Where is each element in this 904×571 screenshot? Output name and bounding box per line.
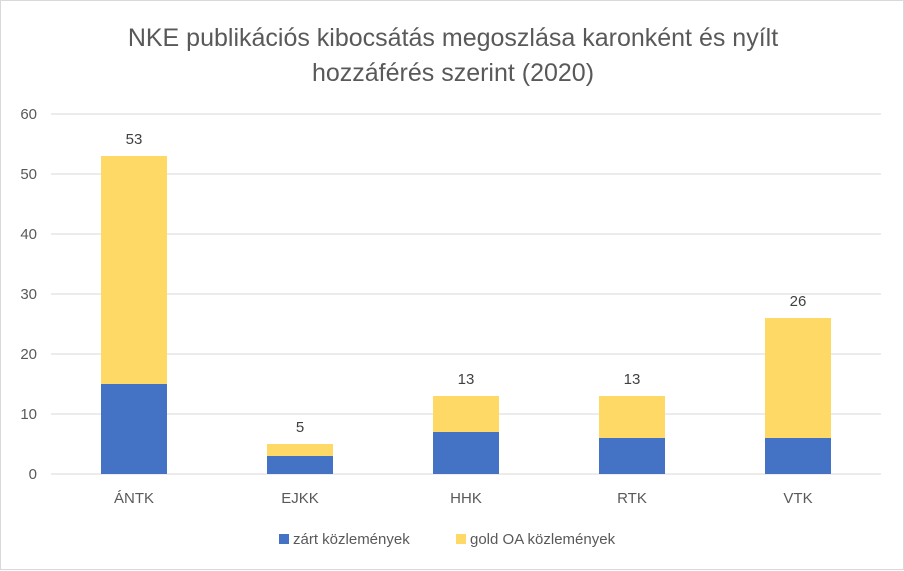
chart-title-line-1: NKE publikációs kibocsátás megoszlása ka… <box>128 24 778 52</box>
legend: zárt közlemények gold OA közlemények <box>279 531 616 548</box>
legend-label-1: gold OA közlemények <box>470 531 616 548</box>
bar-gold-oa-2 <box>433 396 499 432</box>
bar-closed-2 <box>433 432 499 474</box>
total-data-label: 5 <box>296 419 304 436</box>
chart-title: NKE publikációs kibocsátás megoszlása ka… <box>128 24 778 87</box>
y-tick-label: 0 <box>29 466 37 483</box>
x-category-label: EJKK <box>281 490 319 507</box>
y-tick-label: 60 <box>20 106 37 123</box>
bar-closed-1 <box>267 456 333 474</box>
bar-gold-oa-3 <box>599 396 665 438</box>
chart-title-line-2: hozzáférés szerint (2020) <box>312 59 594 87</box>
bars <box>101 156 831 474</box>
bar-closed-3 <box>599 438 665 474</box>
total-data-label: 53 <box>126 131 143 148</box>
y-tick-label: 30 <box>20 286 37 303</box>
bar-gold-oa-4 <box>765 318 831 438</box>
total-data-label: 26 <box>790 293 807 310</box>
x-category-label: VTK <box>783 490 812 507</box>
y-tick-label: 50 <box>20 166 37 183</box>
x-category-label: RTK <box>617 490 647 507</box>
bar-gold-oa-1 <box>267 444 333 456</box>
bar-closed-0 <box>101 384 167 474</box>
legend-label-0: zárt közlemények <box>293 531 410 548</box>
total-data-label: 13 <box>624 371 641 388</box>
y-tick-label: 20 <box>20 346 37 363</box>
gridlines <box>51 113 881 475</box>
y-tick-label: 10 <box>20 406 37 423</box>
legend-swatch-0 <box>279 534 289 544</box>
total-data-label: 13 <box>458 371 475 388</box>
data-labels: 53 5 13 13 26 <box>126 131 807 436</box>
legend-swatch-1 <box>456 534 466 544</box>
bar-closed-4 <box>765 438 831 474</box>
bar-gold-oa-0 <box>101 156 167 384</box>
x-category-label: ÁNTK <box>114 490 154 507</box>
y-tick-label: 40 <box>20 226 37 243</box>
x-category-label: HHK <box>450 490 482 507</box>
x-axis-categories: ÁNTK EJKK HHK RTK VTK <box>114 490 813 507</box>
y-axis-ticks: 0 10 20 30 40 50 60 <box>20 106 37 483</box>
